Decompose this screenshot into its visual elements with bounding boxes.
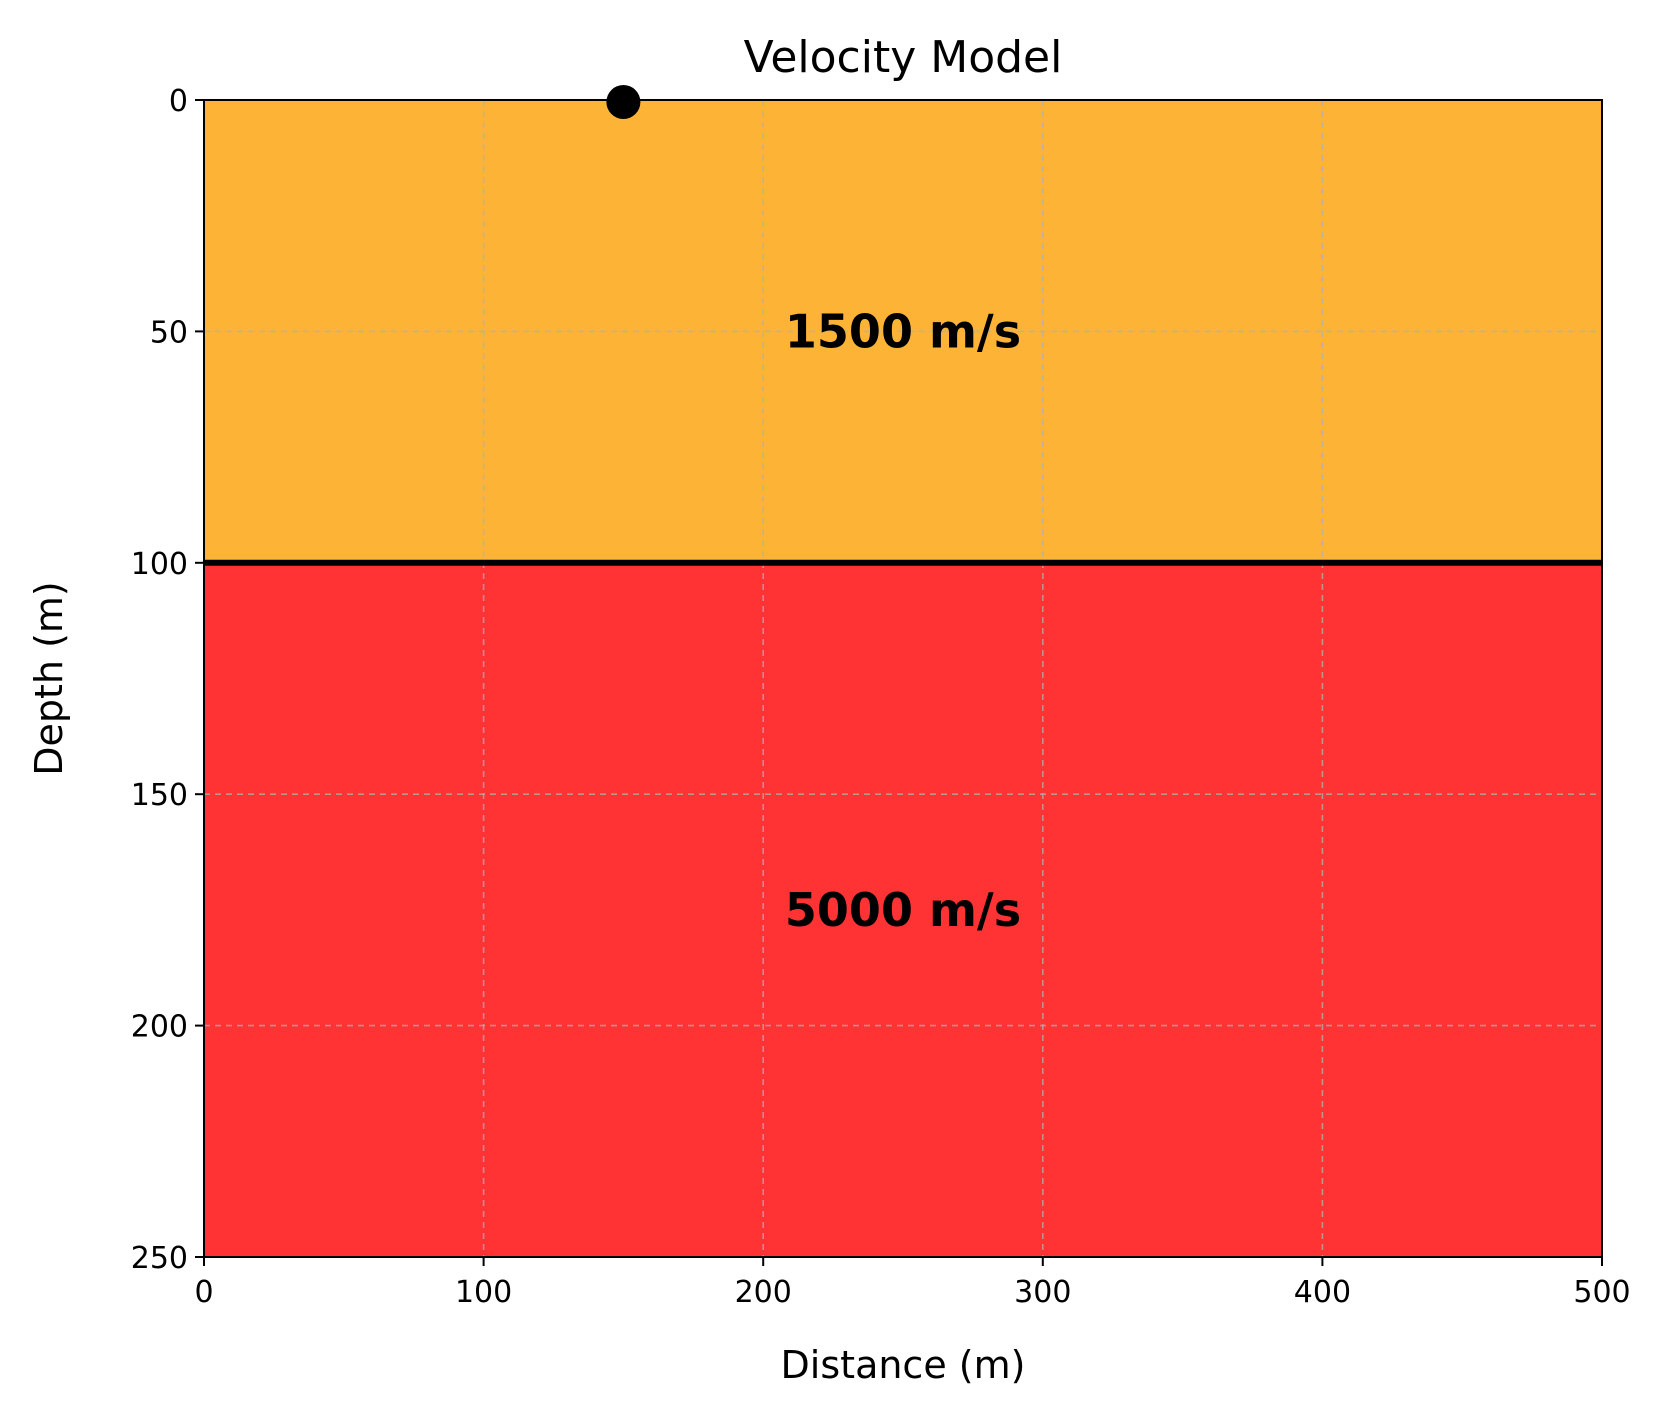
y-axis-title: Depth (m) [27, 581, 71, 776]
y-tick-label-1: 50 [150, 315, 188, 350]
x-tick-label-5: 500 [1573, 1275, 1630, 1310]
y-tick-label-0: 0 [169, 84, 188, 119]
x-tick-label-2: 200 [735, 1275, 792, 1310]
layer-rect-1 [204, 562, 1602, 1257]
plot-frame [203, 99, 1603, 1258]
y-tick-label-4: 200 [131, 1010, 188, 1045]
x-tick-label-3: 300 [1014, 1275, 1071, 1310]
chart-title: Velocity Model [744, 32, 1063, 83]
y-tick-label-2: 100 [131, 547, 188, 582]
y-tick-label-3: 150 [131, 778, 188, 813]
x-tick-label-1: 100 [455, 1275, 512, 1310]
layer-label-0: 1500 m/s [785, 304, 1021, 358]
x-axis-title: Distance (m) [781, 1343, 1026, 1387]
y-tick-label-5: 250 [131, 1241, 188, 1276]
ticks-group: 0 100 200 300 400 500 0 50 100 150 200 250 [131, 84, 1631, 1310]
x-tick-label-4: 400 [1294, 1275, 1351, 1310]
source-point [606, 85, 641, 119]
marks-group: 1500 m/s 5000 m/s [606, 85, 1021, 937]
x-tick-label-0: 0 [194, 1275, 213, 1310]
layer-label-1: 5000 m/s [785, 883, 1021, 937]
layers-group [204, 100, 1602, 1257]
